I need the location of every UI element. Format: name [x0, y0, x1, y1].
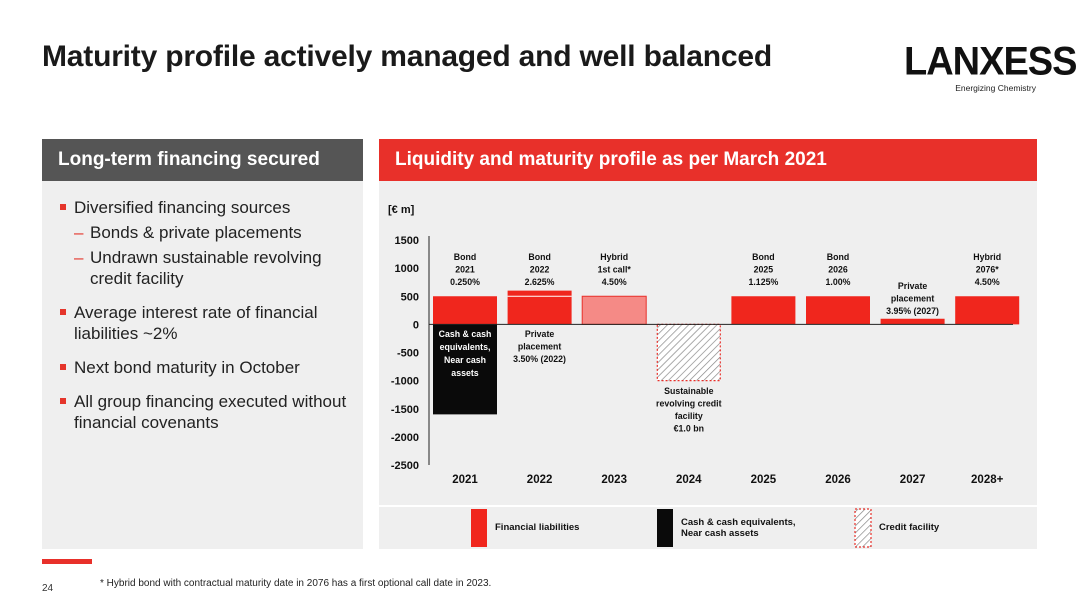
bar-data-label: 4.50%	[975, 277, 1000, 287]
slide-title: Maturity profile actively managed and we…	[42, 40, 773, 73]
sub-bullet-item: Bonds & private placements	[74, 222, 351, 243]
x-tick-label: 2026	[825, 474, 851, 486]
maturity-profile-chart: [€ m] 1500 1000 500 0 -500 -1000 -1500 -2000 -250…	[379, 204, 1037, 549]
bar-data-label: 0.250%	[450, 277, 480, 287]
bar-data-label: equivalents,	[440, 342, 491, 352]
bar-data-label: 2022	[530, 265, 550, 275]
maturity-panel-header: Liquidity and maturity profile as per Ma…	[379, 139, 1037, 181]
x-tick-label: 2028+	[971, 474, 1004, 486]
cash-bar	[433, 324, 497, 415]
legend-label: Financial liabilities	[495, 522, 579, 533]
bar-data-label: facility	[675, 411, 703, 421]
bar-data-label: placement	[891, 294, 935, 304]
financial-liability-bar	[880, 318, 945, 325]
logo-wordmark: LANXESS	[904, 39, 1077, 84]
accent-bar	[42, 559, 92, 564]
financial-liability-bar	[731, 296, 796, 325]
financial-liability-bar	[955, 296, 1020, 325]
bar-data-label: Bond	[827, 252, 849, 262]
legend-label: Credit facility	[879, 522, 940, 533]
sub-bullet-list: Bonds & private placements Undrawn susta…	[74, 222, 351, 289]
logo-tagline: Energizing Chemistry	[955, 83, 1036, 93]
financing-panel-header: Long-term financing secured	[42, 139, 363, 181]
credit-facility-bar	[656, 323, 721, 382]
x-tick-label: 2024	[676, 474, 702, 486]
bar-data-label: 3.50% (2022)	[513, 354, 566, 364]
y-tick-label: -1000	[391, 376, 419, 388]
y-tick-label: 0	[413, 319, 419, 331]
bar-data-label: Near cash	[444, 355, 486, 365]
bar-data-label: 2.625%	[525, 277, 555, 287]
financial-liability-bar	[433, 296, 497, 325]
legend-swatch	[471, 509, 487, 547]
x-tick-label: 2023	[601, 474, 627, 486]
financial-liability-bar	[507, 296, 572, 325]
company-logo: LANXESS Energizing Chemistry	[904, 39, 1077, 98]
bar-data-label: 1st call*	[598, 265, 632, 275]
bar-data-label: Private	[898, 281, 927, 291]
x-tick-label: 2025	[751, 474, 777, 486]
bar-data-label: Hybrid	[973, 252, 1001, 262]
bar-data-label: 2026	[828, 265, 848, 275]
plot-area: [€ m] 1500 1000 500 0 -500 -1000 -1500 -2000 -250…	[388, 204, 1020, 486]
bar-data-label: Private	[525, 329, 554, 339]
financing-panel: Long-term financing secured Diversified …	[42, 139, 363, 549]
chart-legend: Financial liabilities Cash & cash equival…	[471, 508, 940, 548]
bar-data-label: 2076*	[976, 265, 1000, 275]
bullet-text: Diversified financing sources	[74, 198, 291, 217]
bar-data-label: €1.0 bn	[674, 424, 704, 434]
y-tick-label: -500	[397, 348, 419, 360]
bullet-item: Average interest rate of financial liabi…	[60, 302, 351, 344]
y-tick-label: 1000	[395, 263, 419, 275]
bar-data-label: placement	[518, 342, 562, 352]
legend-band	[379, 507, 1037, 549]
x-tick-label: 2027	[900, 474, 926, 486]
bar-data-label: Bond	[528, 252, 550, 262]
y-axis-unit-label: [€ m]	[388, 204, 415, 216]
financial-liability-bar	[806, 296, 870, 325]
maturity-profile-panel: [€ m] 1500 1000 500 0 -500 -1000 -1500 -2000 -250…	[379, 139, 1037, 549]
bar-data-label: assets	[451, 368, 478, 378]
financial-liability-bar	[581, 295, 647, 325]
x-tick-label: 2022	[527, 474, 553, 486]
bullet-item: Diversified financing sources Bonds & pr…	[60, 197, 351, 289]
bar-data-label: Hybrid	[600, 252, 628, 262]
y-tick-label: 1500	[395, 235, 419, 247]
legend-swatch	[657, 509, 673, 547]
financial-liability-bar	[507, 290, 572, 297]
footnote: * Hybrid bond with contractual maturity …	[100, 578, 492, 589]
bar-data-label: 2025	[754, 265, 774, 275]
bar-data-label: 1.00%	[826, 277, 851, 287]
legend-swatch	[854, 508, 872, 548]
bar-data-label: Bond	[454, 252, 476, 262]
bar-data-label: 3.95% (2027)	[886, 306, 939, 316]
sub-bullet-item: Undrawn sustainable revolving credit fac…	[74, 247, 351, 289]
x-tick-label: 2021	[452, 474, 478, 486]
bar-data-label: 2021	[455, 265, 475, 275]
page-number: 24	[42, 583, 54, 594]
bullet-item: All group financing executed without fin…	[60, 391, 351, 433]
bar-data-label: 1.125%	[748, 277, 778, 287]
bar-data-label: Sustainable	[664, 386, 713, 396]
legend-label: Cash & cash equivalents,	[681, 517, 796, 528]
y-tick-label: -2000	[391, 432, 419, 444]
bar-data-label: Cash & cash	[439, 329, 492, 339]
financing-bullet-list: Diversified financing sources Bonds & pr…	[42, 181, 363, 433]
y-tick-label: 500	[401, 291, 419, 303]
y-tick-label: -2500	[391, 460, 419, 472]
y-tick-label: -1500	[391, 404, 419, 416]
bar-data-label: 4.50%	[602, 277, 627, 287]
bar-data-label: revolving credit	[656, 399, 722, 409]
bar-data-label: Bond	[752, 252, 774, 262]
bullet-item: Next bond maturity in October	[60, 357, 351, 378]
legend-label: Near cash assets	[681, 528, 759, 539]
